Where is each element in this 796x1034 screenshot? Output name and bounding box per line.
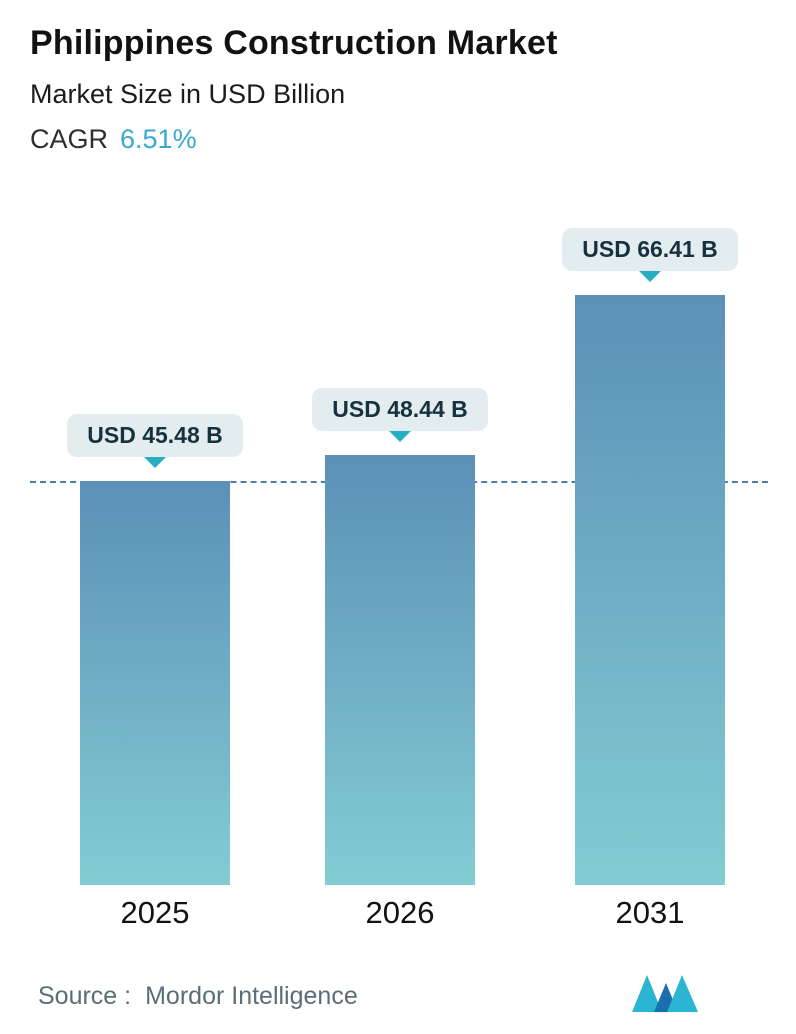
value-label-pill: USD 45.48 B: [67, 413, 243, 457]
pill-pointer-icon: [389, 430, 411, 442]
bar: [575, 295, 725, 885]
mordor-intelligence-logo: [632, 975, 698, 1012]
bar: [80, 480, 230, 885]
chart-subtitle: Market Size in USD Billion: [30, 79, 346, 109]
pill-pointer-icon: [639, 271, 661, 282]
bar-chart: USD 45.48 B USD 48.44 B USD 66.41 B: [0, 215, 796, 885]
x-axis-label-2025: 2025: [120, 895, 190, 930]
source-value: Mordor Intelligence: [145, 982, 358, 1010]
x-axis-label-2026: 2026: [365, 895, 435, 930]
chart-header: Philippines Construction Market Market S…: [30, 24, 558, 155]
page-title: Philippines Construction Market: [30, 24, 558, 62]
cagr-label: CAGR: [30, 124, 109, 154]
value-label-pill: USD 48.44 B: [312, 387, 488, 431]
cagr-value: 6.51%: [120, 124, 197, 154]
source-label: Source :: [38, 982, 132, 1010]
cagr-row: CAGR 6.51%: [30, 124, 558, 155]
source-line: Source : Mordor Intelligence: [38, 982, 358, 1011]
bar: [325, 454, 475, 885]
x-axis-label-2031: 2031: [615, 895, 685, 930]
bar-column-2025: USD 45.48 B: [67, 413, 243, 885]
bar-column-2026: USD 48.44 B: [312, 387, 488, 885]
pill-pointer-icon: [144, 456, 166, 468]
value-label-pill: USD 66.41 B: [562, 228, 738, 271]
bar-column-2031: USD 66.41 B: [562, 228, 738, 885]
